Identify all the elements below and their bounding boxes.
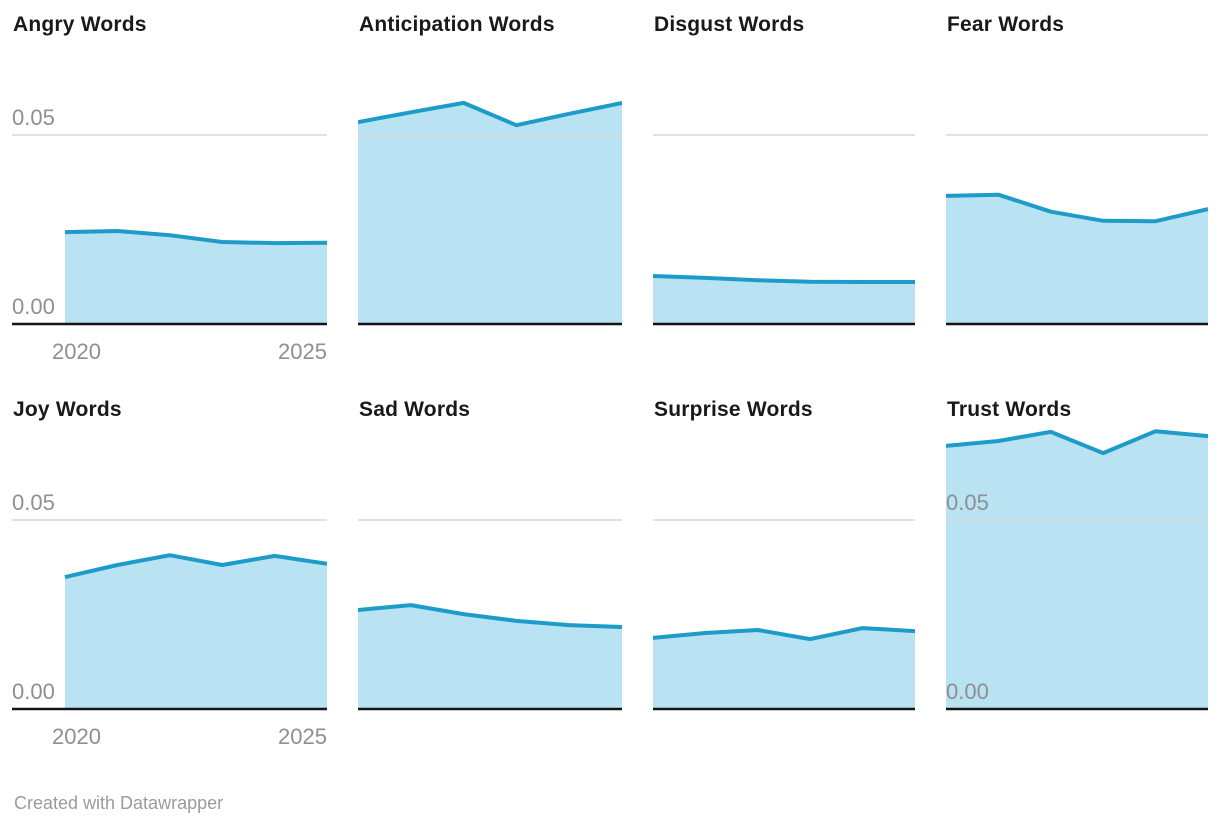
data-line [653, 626, 915, 642]
chart-title: Disgust Words [654, 13, 805, 36]
area-fill [65, 555, 327, 709]
charts-grid: Angry Words 0.05 0.00 2020 2025 Anticipation … [12, 0, 1208, 751]
y-axis-label-zero: 0.00 [12, 294, 55, 319]
chart-panel-surprise-words: Surprise Words [653, 385, 915, 751]
area-chart-svg [653, 134, 915, 326]
chart-panel-fear-words: Fear Words [946, 0, 1208, 366]
chart-plot-area [358, 44, 622, 326]
chart-plot-area [946, 44, 1208, 326]
data-line [358, 603, 622, 629]
data-line [946, 429, 1208, 456]
area-fill [65, 231, 327, 324]
chart-title: Anticipation Words [359, 13, 555, 36]
y-axis-label-zero: 0.00 [12, 679, 55, 704]
chart-plot-area [653, 429, 915, 711]
x-axis-ticks [358, 711, 622, 751]
area-fill [653, 628, 915, 709]
chart-panel-sad-words: Sad Words [358, 385, 622, 751]
area-fill [358, 102, 622, 325]
area-fill [358, 605, 622, 709]
area-fill [946, 431, 1208, 709]
area-fill [946, 194, 1208, 324]
chart-title: Angry Words [13, 13, 147, 36]
data-line [653, 274, 915, 284]
y-axis-label-top: 0.05 [12, 490, 55, 515]
area-chart-svg [653, 519, 915, 711]
chart-title: Surprise Words [654, 398, 813, 421]
x-axis-ticks [946, 326, 1208, 366]
area-chart-svg [12, 519, 327, 711]
data-line [946, 192, 1208, 224]
chart-title: Joy Words [13, 398, 122, 421]
chart-title: Sad Words [359, 398, 471, 421]
x-tick-first: 2020 [52, 339, 101, 364]
x-axis-ticks [946, 711, 1208, 751]
chart-plot-area: 0.05 0.00 [12, 429, 327, 711]
area-fill [653, 276, 915, 324]
area-chart-svg [946, 134, 1208, 326]
x-axis-ticks [653, 711, 915, 751]
x-axis-ticks [358, 326, 622, 366]
chart-panel-trust-words: Trust Words 0.05 0.00 [946, 385, 1208, 751]
data-line [64, 553, 327, 580]
chart-title: Trust Words [947, 398, 1072, 421]
area-chart-svg [946, 429, 1208, 711]
chart-panel-disgust-words: Disgust Words [653, 0, 915, 366]
x-tick-last: 2025 [278, 724, 327, 749]
data-line [64, 229, 327, 246]
x-tick-last: 2025 [278, 339, 327, 364]
area-chart-svg [12, 134, 327, 326]
chart-panel-angry-words: Angry Words 0.05 0.00 2020 2025 [12, 0, 327, 366]
x-tick-first: 2020 [52, 724, 101, 749]
chart-plot-area [653, 44, 915, 326]
x-axis-ticks [653, 326, 915, 366]
y-axis-label-top: 0.05 [12, 105, 55, 130]
chart-plot-area [358, 429, 622, 711]
x-axis-ticks: 2020 2025 [12, 711, 327, 751]
area-chart-svg [358, 519, 622, 711]
x-axis-ticks: 2020 2025 [12, 326, 327, 366]
area-chart-svg [358, 100, 622, 326]
chart-panel-anticipation-words: Anticipation Words [358, 0, 622, 366]
chart-panel-joy-words: Joy Words 0.05 0.00 2020 2025 [12, 385, 327, 751]
chart-plot-area: 0.05 0.00 [946, 429, 1208, 711]
y-axis-label-zero: 0.00 [946, 679, 989, 704]
datawrapper-attribution: Created with Datawrapper [14, 793, 224, 813]
data-line [358, 100, 622, 128]
chart-title: Fear Words [947, 13, 1065, 36]
y-axis-label-top: 0.05 [946, 490, 989, 515]
chart-plot-area: 0.05 0.00 [12, 44, 327, 326]
